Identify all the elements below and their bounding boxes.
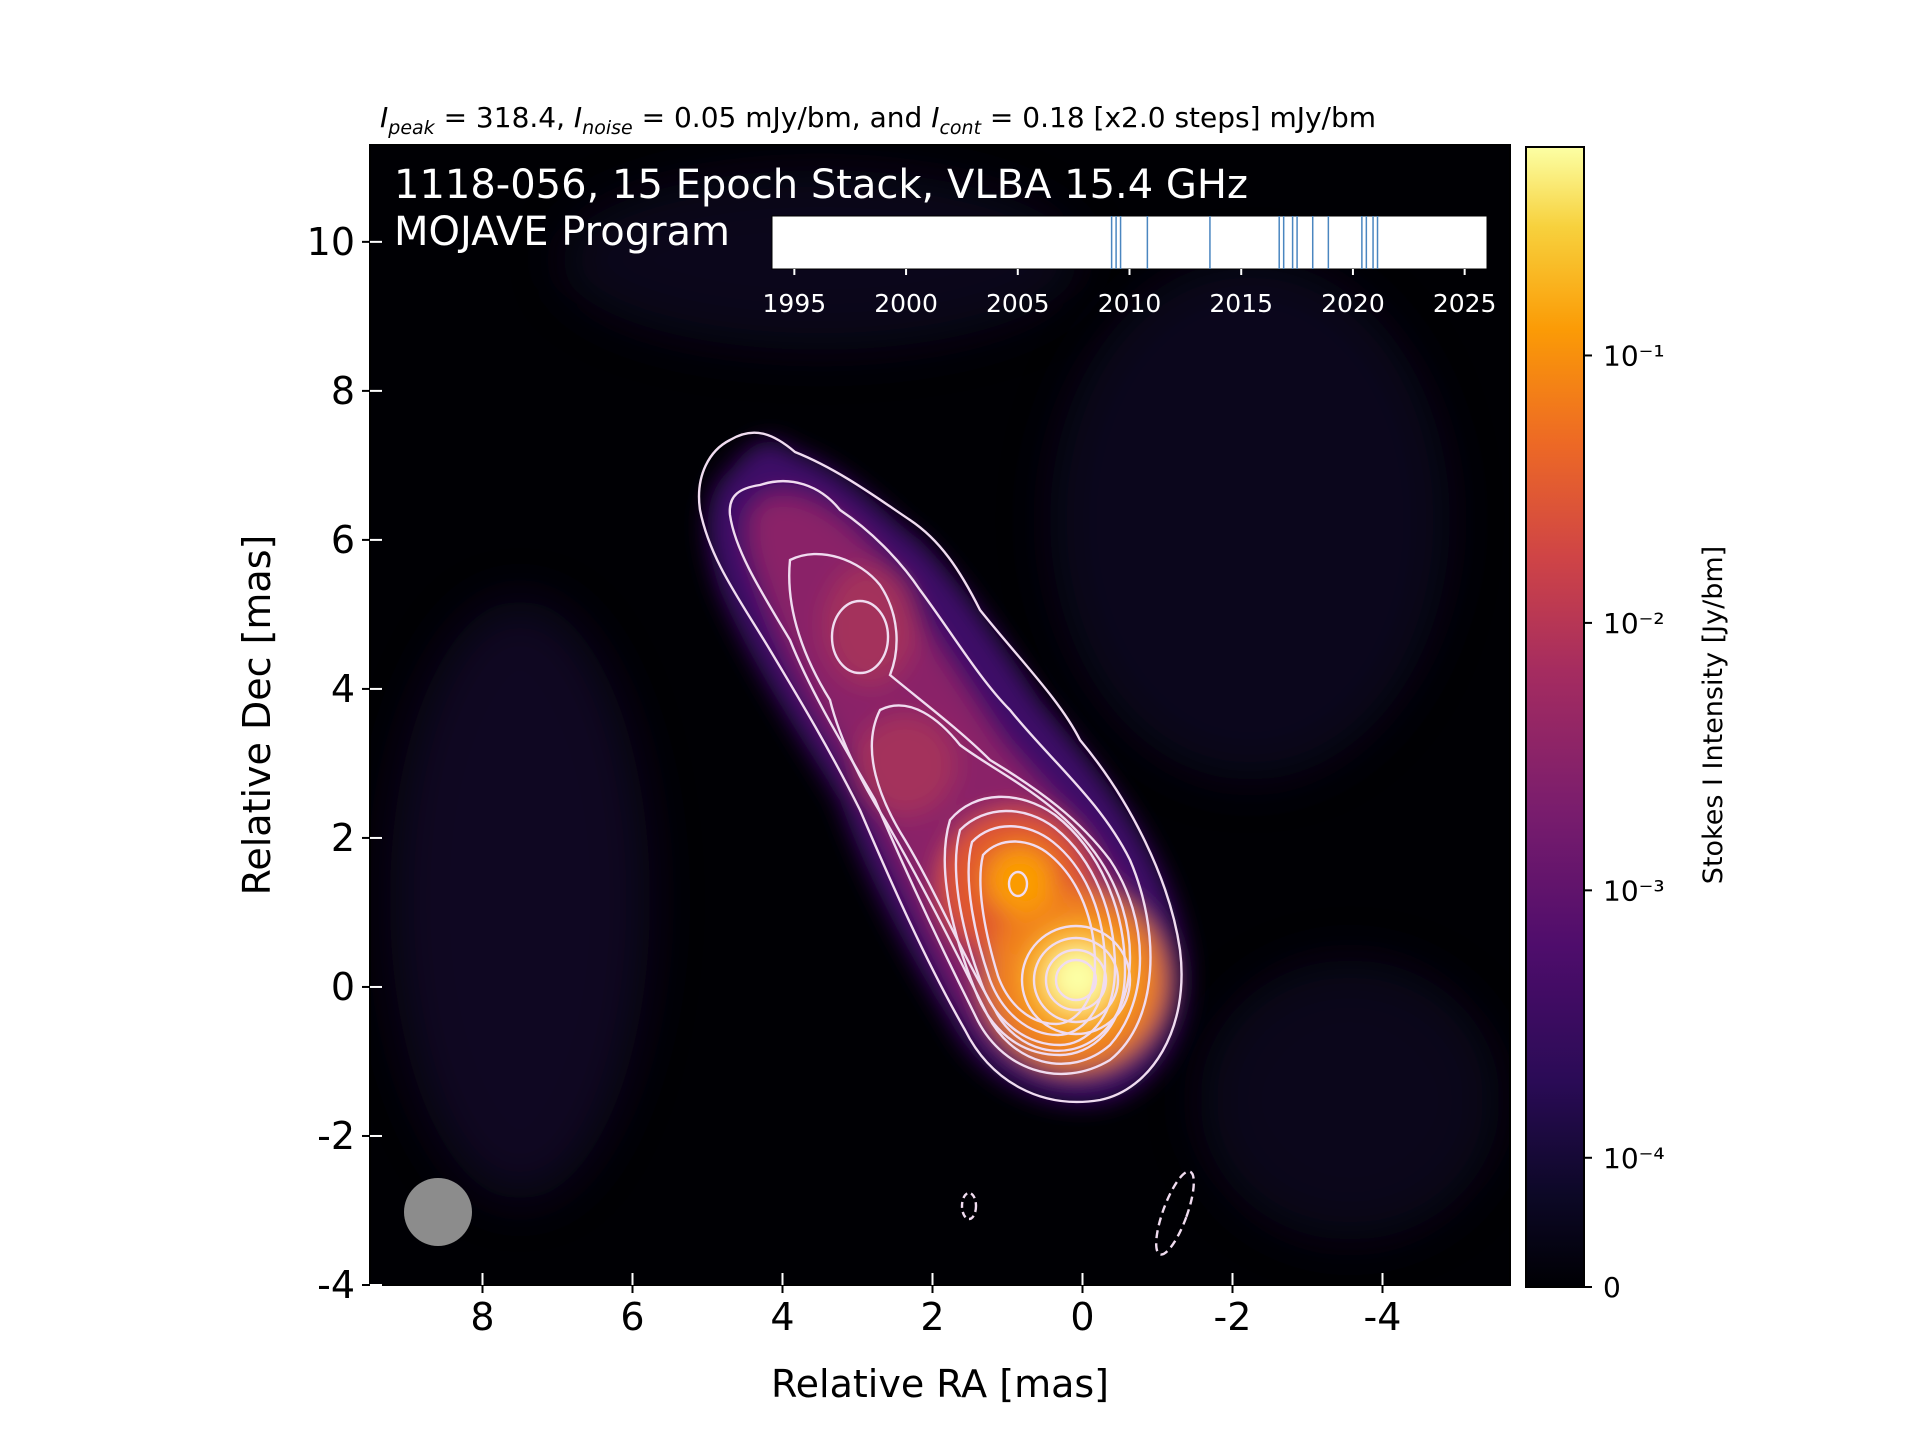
y-tick-label: -4	[317, 1263, 355, 1307]
epoch-tick-label: 2015	[1209, 289, 1273, 318]
epoch-tick-label: 1995	[763, 289, 827, 318]
jet-knot-glow	[855, 715, 955, 815]
x-tick-label: 2	[920, 1295, 944, 1339]
epoch-axis-ticks: 1995 2000 2005 2010 2015 2020 2025	[763, 269, 1497, 318]
x-ticks: 8 6 4 2 0 -2 -4	[470, 1273, 1401, 1339]
intensity-map	[390, 170, 1500, 1256]
beam-ellipse	[404, 1178, 472, 1246]
colorbar: 0 10⁻⁴ 10⁻³ 10⁻² 10⁻¹ Stokes I Intensity [Jy…	[1525, 146, 1729, 1304]
y-tick-label: 0	[331, 965, 355, 1009]
contour-2	[728, 480, 1152, 1076]
y-tick-label: 6	[331, 518, 355, 562]
epoch-tick-label: 2010	[1098, 289, 1162, 318]
noise-patch	[1050, 260, 1450, 780]
y-tick-label: 10	[307, 220, 355, 264]
contour-core-3	[1044, 948, 1108, 1012]
figure-header: Ipeak = 318.4, Inoise = 0.05 mJy/bm, and…	[380, 101, 1376, 139]
negative-contour	[1154, 1170, 1196, 1256]
x-tick-label: -2	[1214, 1295, 1252, 1339]
noise-patch	[1200, 960, 1500, 1240]
colorbar-tick-label: 10⁻³	[1603, 874, 1665, 907]
x-tick-label: 0	[1070, 1295, 1094, 1339]
colorbar-label: Stokes I Intensity [Jy/bm]	[1698, 546, 1729, 884]
image-frame	[369, 144, 1511, 1286]
y-ticks: -4 -2 0 2 4 6 8 10	[307, 220, 382, 1307]
source-title: 1118-056, 15 Epoch Stack, VLBA 15.4 GHz	[394, 162, 1248, 208]
epoch-tick-label: 2005	[986, 289, 1050, 318]
contours	[697, 431, 1196, 1256]
colorbar-gradient	[1525, 146, 1585, 1288]
epoch-tick-label: 2020	[1321, 289, 1385, 318]
contour-core-4	[1054, 958, 1098, 1002]
colorbar-ticks: 0 10⁻⁴ 10⁻³ 10⁻² 10⁻¹	[1584, 339, 1665, 1304]
image-panel: 8 6 4 2 0 -2 -4 -4 -2 0 2 4 6 8 10	[307, 144, 1511, 1339]
contour-knot-inner	[1007, 870, 1029, 898]
contour-4	[870, 704, 1132, 1052]
colorbar-tick-label: 10⁻¹	[1603, 339, 1665, 372]
y-tick-label: 2	[331, 816, 355, 860]
colorbar-tick-label: 10⁻²	[1603, 607, 1665, 640]
y-axis-label: Relative Dec [mas]	[235, 535, 279, 896]
knot-glow	[985, 845, 1055, 915]
contour-6	[954, 809, 1117, 1047]
y-tick-label: -2	[317, 1114, 355, 1158]
contour-1	[697, 431, 1183, 1104]
contour-7	[967, 825, 1107, 1037]
noise-patch	[390, 600, 650, 1200]
x-tick-label: 6	[620, 1295, 644, 1339]
y-tick-label: 4	[331, 667, 355, 711]
epoch-tick-label: 2025	[1433, 289, 1497, 318]
y-tick-label: 8	[331, 369, 355, 413]
x-tick-label: 8	[470, 1295, 494, 1339]
x-tick-label: 4	[770, 1295, 794, 1339]
contour-3	[788, 552, 1142, 1066]
epoch-tick-label: 2000	[874, 289, 938, 318]
negative-contour	[960, 1191, 978, 1221]
epoch-lines	[1110, 216, 1379, 269]
colorbar-tick-label: 0	[1603, 1271, 1621, 1304]
contour-5	[943, 795, 1127, 1057]
epoch-inset: 1995 2000 2005 2010 2015 2020 2025	[763, 215, 1497, 318]
contour-core-2	[1032, 936, 1120, 1024]
epoch-inset-box	[771, 215, 1488, 270]
x-axis-label: Relative RA [mas]	[771, 1362, 1109, 1406]
program-label: MOJAVE Program	[394, 209, 730, 255]
core-bright	[1048, 948, 1108, 1008]
colorbar-tick-label: 10⁻⁴	[1603, 1142, 1665, 1175]
contour-core-1	[1020, 924, 1132, 1036]
contour-knot-upper	[830, 599, 890, 675]
jet-knot-glow	[825, 565, 915, 685]
x-tick-label: -4	[1364, 1295, 1402, 1339]
